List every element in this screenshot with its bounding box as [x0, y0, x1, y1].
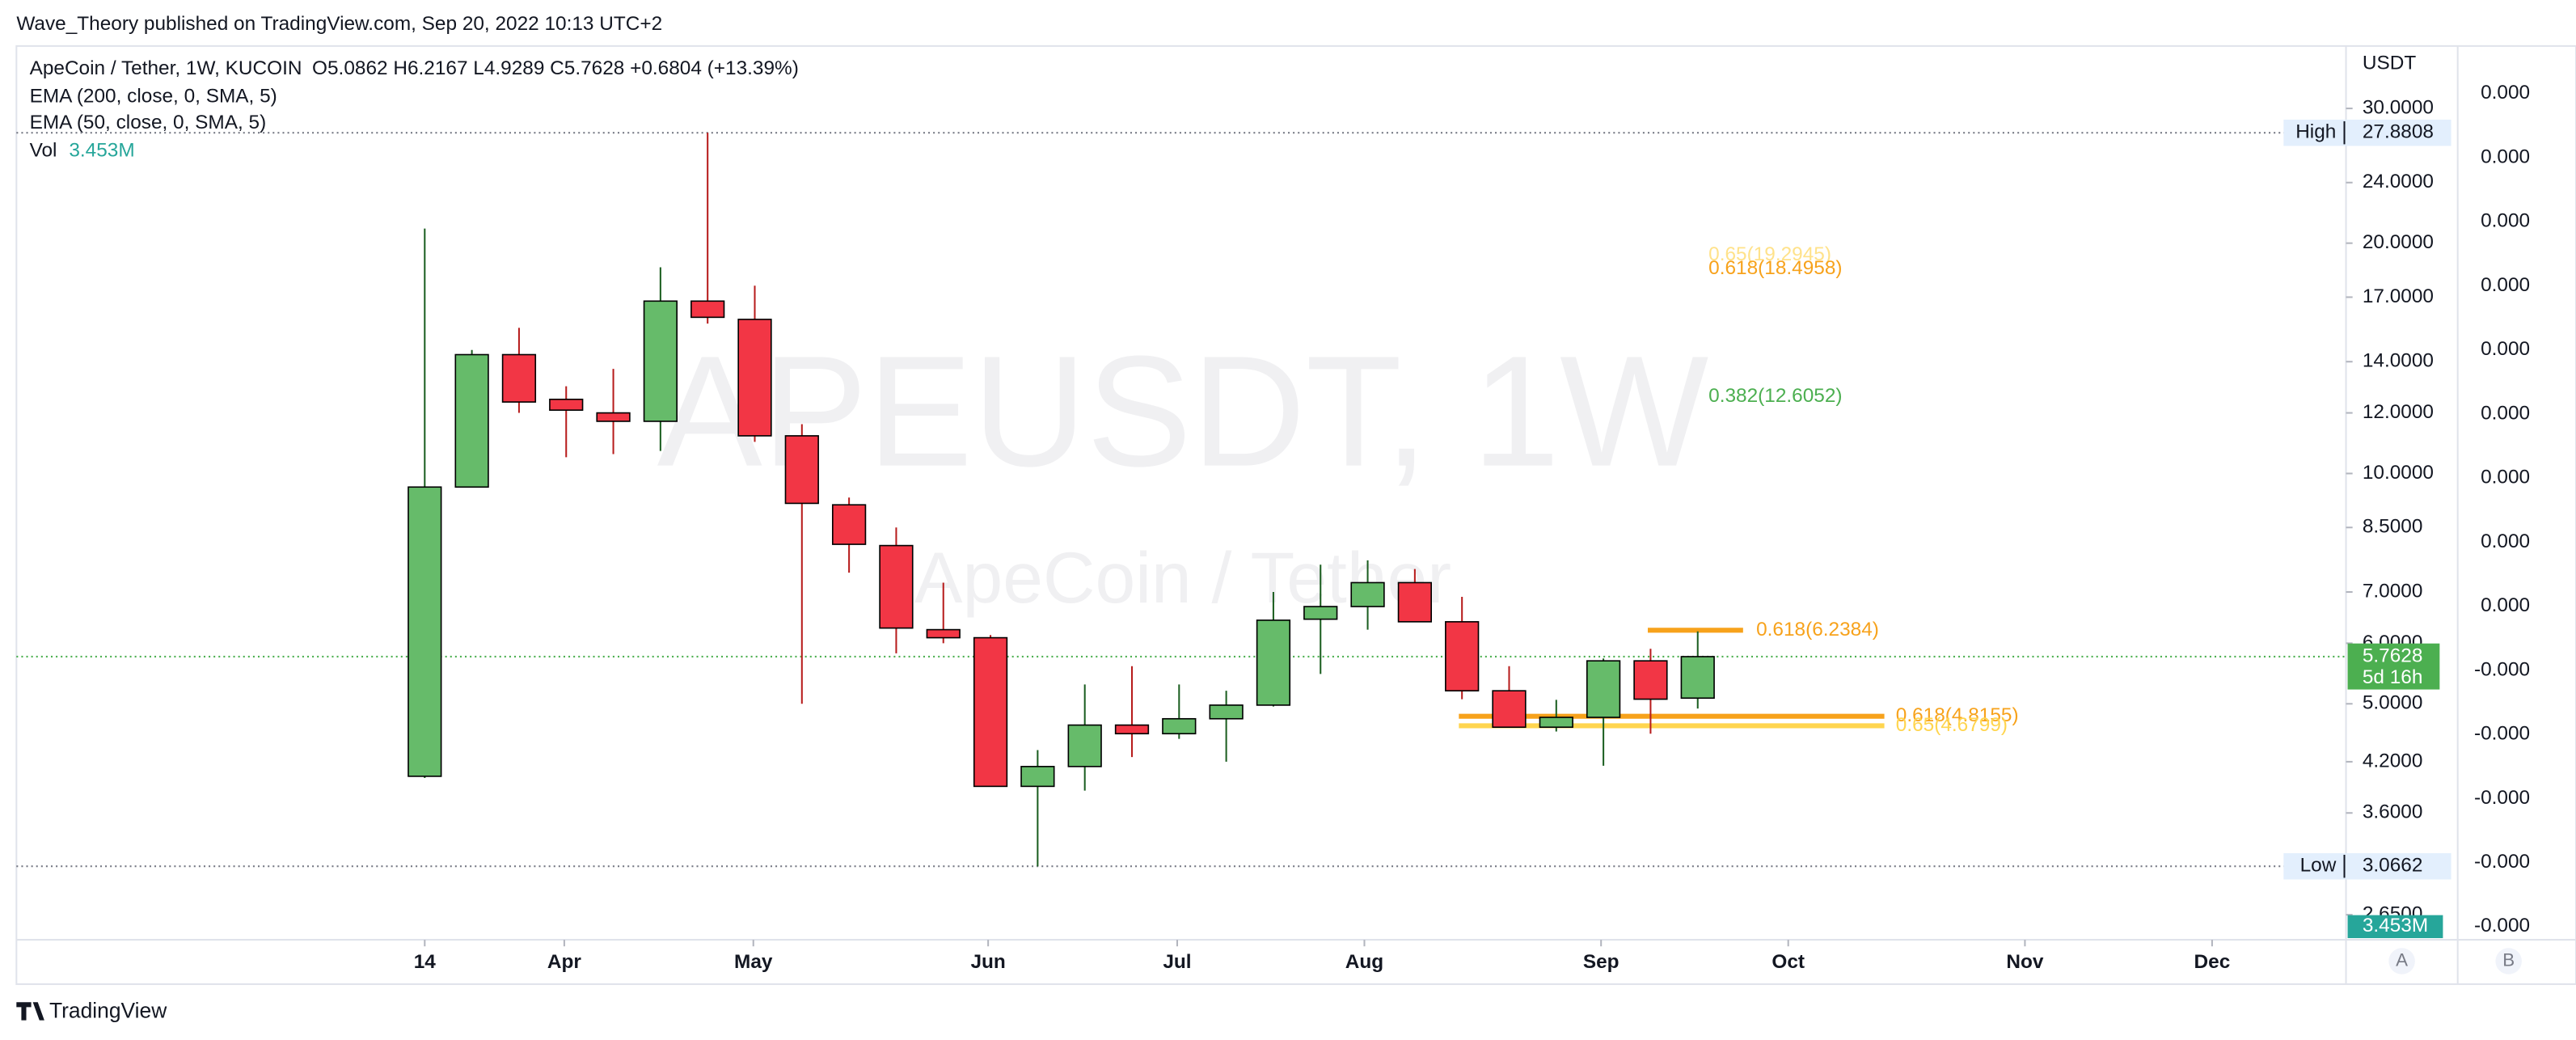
candle-body — [1162, 717, 1197, 735]
volume-box — [2347, 915, 2443, 939]
volume-axis-label: -0.000 — [2474, 658, 2530, 680]
x-tick-label: Nov — [2006, 951, 2043, 973]
candle-body — [454, 353, 489, 488]
indicator-legend: EMA (200, close, 0, SMA, 5) — [30, 85, 277, 107]
candle-body — [1256, 619, 1291, 706]
logo — [16, 1002, 44, 1021]
y-tick-label: 14.0000 — [2363, 350, 2434, 372]
y-tick-label: 30.0000 — [2363, 97, 2434, 119]
fib-label: 0.382(12.6052) — [1708, 385, 1842, 407]
fib-label: 0.618(18.4958) — [1708, 257, 1842, 279]
y-tick-label: 4.2000 — [2363, 750, 2423, 772]
candle-body — [831, 504, 867, 545]
candle-body — [926, 628, 961, 639]
candle-body — [784, 435, 819, 505]
y-tick-label: 17.0000 — [2363, 285, 2434, 307]
candle-body — [549, 398, 584, 411]
scale-button[interactable] — [2495, 948, 2522, 974]
candle-body — [1680, 656, 1715, 700]
last-price-box — [2347, 643, 2440, 690]
fib-label: 0.65(19.2945) — [1708, 243, 1831, 265]
marker-label: Low — [2300, 855, 2337, 877]
candle-body — [1209, 704, 1244, 720]
x-tick-label: Sep — [1583, 951, 1620, 973]
y-tick-label: 12.0000 — [2363, 401, 2434, 423]
marker-label: High — [2295, 121, 2336, 143]
x-tick-label: Oct — [1772, 951, 1805, 973]
candle-body — [1020, 766, 1055, 788]
volume-axis-label: 0.000 — [2481, 402, 2530, 424]
footer-brand: TradingView — [49, 998, 167, 1022]
y-tick-label: 24.0000 — [2363, 171, 2434, 192]
y-tick-label: 8.5000 — [2363, 516, 2423, 538]
last-price-countdown: 5d 16h — [2363, 666, 2423, 688]
y-tick-label: 3.6000 — [2363, 801, 2423, 823]
last-price-value: 5.7628 — [2363, 645, 2423, 666]
x-tick-label: 14 — [414, 951, 437, 973]
volume-axis-label: 0.000 — [2481, 146, 2530, 167]
marker-box — [2283, 852, 2451, 880]
candle-body — [1633, 660, 1668, 700]
candle-body — [973, 636, 1008, 788]
volume-axis-label: 0.000 — [2481, 210, 2530, 232]
marker-value: 3.0662 — [2363, 855, 2423, 877]
volume-axis-label: -0.000 — [2474, 723, 2530, 745]
header: Wave_Theory published on TradingView.com… — [16, 13, 662, 35]
candle-body — [1539, 717, 1573, 729]
volume-axis-label: 0.000 — [2481, 467, 2530, 488]
fib-label: 0.65(4.6799) — [1896, 714, 2008, 736]
candle-body — [690, 300, 725, 319]
scale-button-label: A — [2396, 949, 2408, 970]
scale-button[interactable] — [2388, 948, 2415, 974]
watermark: APEUSDT, 1W — [657, 323, 1709, 500]
candle-body — [408, 486, 442, 777]
volume-value: 3.453M — [69, 139, 134, 161]
volume-axis-label: -0.000 — [2474, 851, 2530, 873]
candle-body — [1350, 581, 1385, 607]
candle-body — [1303, 606, 1338, 620]
candle-body — [737, 319, 772, 437]
fib-label: 0.618(6.2384) — [1756, 619, 1879, 640]
ohlc-legend: O5.0862 H6.2167 L4.9289 C5.7628 +0.6804 … — [312, 57, 799, 79]
candle-body — [1586, 660, 1621, 718]
x-tick-label: Jun — [970, 951, 1005, 973]
x-tick-label: Dec — [2194, 951, 2231, 973]
scale-button-label: B — [2502, 949, 2515, 970]
candle-body — [879, 544, 914, 629]
marker-value: 27.8808 — [2363, 121, 2434, 143]
candle-body — [1114, 724, 1150, 735]
candle-body — [1445, 621, 1480, 691]
symbol-title: ApeCoin / Tether, 1W, KUCOIN — [30, 57, 302, 79]
currency-label: USDT — [2363, 53, 2416, 74]
volume-legend: Vol — [30, 139, 57, 161]
volume-axis-label: 0.000 — [2481, 594, 2530, 616]
y-tick-label: 10.0000 — [2363, 462, 2434, 484]
volume-axis-label: 0.000 — [2481, 274, 2530, 296]
volume-box-label: 3.453M — [2363, 915, 2428, 936]
volume-axis-label: 0.000 — [2481, 82, 2530, 104]
volume-axis-label: -0.000 — [2474, 915, 2530, 936]
candle-body — [1397, 581, 1432, 623]
y-tick-label: 5.0000 — [2363, 692, 2423, 714]
indicator-legend: EMA (50, close, 0, SMA, 5) — [30, 112, 267, 133]
y-tick-label: 7.0000 — [2363, 580, 2423, 602]
candle-body — [501, 353, 537, 403]
candle-body — [1067, 724, 1102, 767]
fib-label: 0.618(4.8155) — [1896, 704, 2019, 726]
volume-axis-label: -0.000 — [2474, 787, 2530, 809]
x-tick-label: Apr — [547, 951, 581, 973]
candle-body — [1492, 690, 1527, 729]
candle-body — [596, 412, 631, 422]
x-tick-label: Jul — [1163, 951, 1191, 973]
x-tick-label: Aug — [1345, 951, 1383, 973]
volume-axis-label: 0.000 — [2481, 531, 2530, 552]
x-tick-label: May — [734, 951, 773, 973]
marker-box — [2283, 119, 2451, 146]
y-tick-label: 20.0000 — [2363, 231, 2434, 253]
chart-frame — [15, 44, 2576, 985]
candle-body — [643, 300, 678, 422]
volume-axis-label: 0.000 — [2481, 338, 2530, 360]
